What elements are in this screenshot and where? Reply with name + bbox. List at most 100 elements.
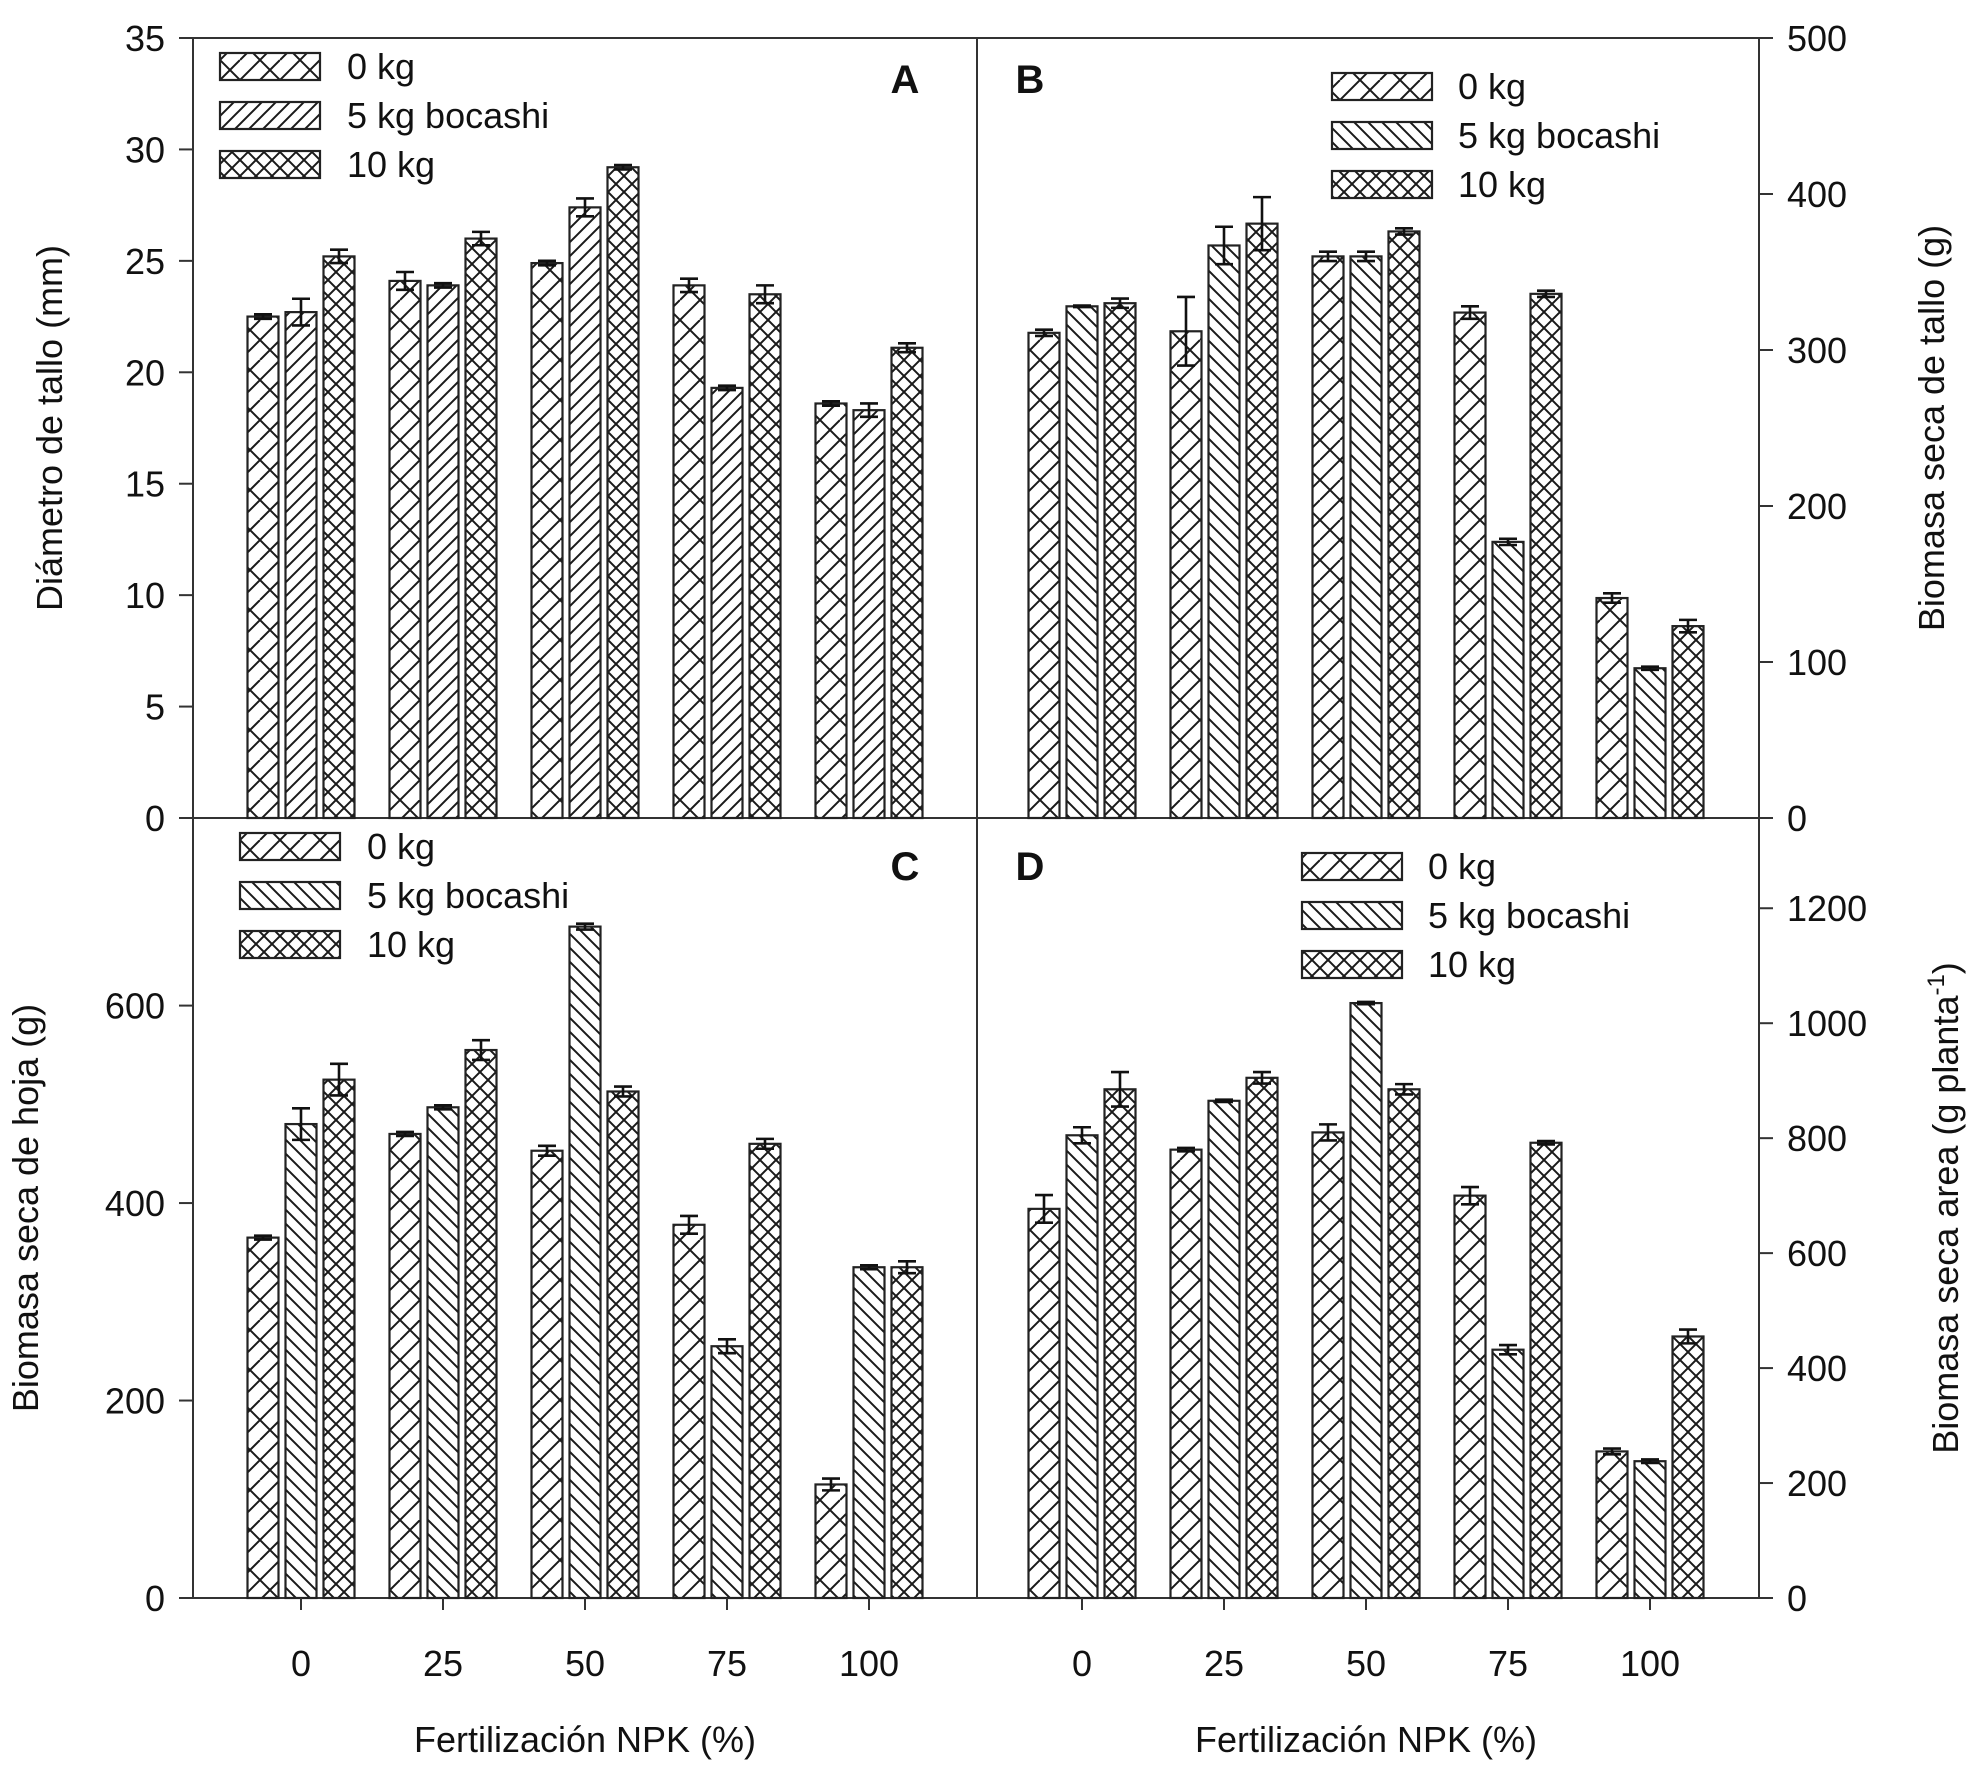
bar	[284, 1122, 318, 1600]
error-bar	[756, 1137, 774, 1151]
error-bar	[1253, 195, 1271, 252]
legend-label: 5 kg bocashi	[1428, 895, 1630, 936]
legend-label: 0 kg	[367, 826, 435, 867]
bar	[852, 1266, 886, 1600]
legend: 0 kg 5 kg bocashi 10 kg	[1300, 846, 1630, 985]
bar-group-25	[1169, 1070, 1279, 1600]
bar	[1387, 1088, 1421, 1600]
error-bar	[898, 342, 916, 354]
y-tick-label: 15	[125, 464, 165, 505]
bar	[814, 1483, 848, 1600]
bar	[1027, 1207, 1061, 1600]
bar-group-0	[246, 248, 356, 820]
legend-item: 0 kg	[1300, 846, 1496, 887]
bar	[748, 293, 782, 820]
panel-label: C	[891, 845, 920, 889]
legend-swatch	[238, 929, 342, 960]
x-tick-label: 75	[707, 1643, 747, 1684]
error-bar	[1111, 1070, 1129, 1108]
error-bar	[330, 248, 348, 265]
bar-group-50	[530, 163, 640, 820]
bar	[1245, 1076, 1279, 1600]
bar	[1491, 540, 1525, 820]
bar	[1529, 292, 1563, 820]
y-tick-label: 0	[1787, 1578, 1807, 1619]
bar	[710, 386, 744, 820]
error-bar	[472, 230, 490, 247]
bar	[530, 1149, 564, 1600]
y-tick-label: 200	[1787, 1463, 1847, 1504]
x-tick-label: 50	[565, 1643, 605, 1684]
legend-item: 5 kg bocashi	[218, 95, 549, 136]
error-bar	[822, 1477, 840, 1492]
legend-label: 10 kg	[367, 924, 455, 965]
x-axis-title-right: Fertilización NPK (%)	[1195, 1719, 1537, 1760]
y-tick-label: 0	[145, 798, 165, 839]
bar-group-50	[530, 922, 640, 1600]
legend-item: 10 kg	[1330, 164, 1546, 205]
error-bar	[1253, 1070, 1271, 1085]
error-bar	[1603, 592, 1621, 605]
error-bar	[1319, 250, 1337, 263]
error-bar	[1111, 297, 1129, 310]
error-bar	[576, 197, 594, 218]
error-bar	[396, 1130, 414, 1138]
bar	[1169, 1148, 1203, 1600]
bar	[814, 402, 848, 820]
y-tick-label: 600	[1787, 1233, 1847, 1274]
legend-label: 10 kg	[347, 144, 435, 185]
error-bar	[1073, 304, 1091, 309]
error-bar	[860, 402, 878, 419]
bar-group-100	[1595, 1328, 1705, 1600]
bar-group-75	[1453, 289, 1563, 820]
error-bar	[756, 284, 774, 305]
legend-swatch	[238, 880, 342, 911]
panel-b-y-axis-title: Biomasa seca de tallo (g)	[1911, 225, 1952, 631]
bar	[284, 311, 318, 820]
y-tick-label: 200	[1787, 486, 1847, 527]
bar	[1207, 244, 1241, 820]
legend-item: 5 kg bocashi	[1300, 895, 1630, 936]
error-bar	[1035, 1193, 1053, 1224]
legend-label: 0 kg	[347, 46, 415, 87]
error-bar	[898, 1260, 916, 1275]
legend-item: 10 kg	[1300, 944, 1516, 985]
x-tick-label: 75	[1488, 1643, 1528, 1684]
error-bar	[1319, 1123, 1337, 1142]
bar	[672, 1223, 706, 1600]
x-tick-label: 100	[839, 1643, 899, 1684]
legend-swatch	[1330, 120, 1434, 151]
bar	[1027, 331, 1061, 820]
legend-label: 5 kg bocashi	[367, 875, 569, 916]
bar-group-100	[814, 1260, 924, 1600]
bar-group-75	[672, 277, 782, 820]
panels: 0 5 10 15 20 25 30 35 A 0 kg 5 kg bocashi 10 kg 0 100…	[105, 18, 1867, 1684]
bar-group-100	[1595, 592, 1705, 820]
x-tick-label: 0	[291, 1643, 311, 1684]
bar	[1491, 1348, 1525, 1600]
bar	[1453, 1194, 1487, 1600]
y-tick-label: 35	[125, 18, 165, 59]
bar-group-0	[1027, 297, 1137, 820]
legend-swatch	[1300, 900, 1404, 931]
bar-group-50	[1311, 227, 1421, 820]
legend-item: 0 kg	[1330, 66, 1526, 107]
y-tick-label: 1200	[1787, 888, 1867, 929]
panel-d: 0 200 400 600 800 1000 1200 0 25 50 75 100 D 0 kg 5 kg…	[1016, 845, 1868, 1684]
bar	[1595, 1450, 1629, 1600]
bar	[464, 1048, 498, 1600]
error-bar	[1461, 1185, 1479, 1206]
y-tick-label: 25	[125, 241, 165, 282]
error-bar	[1641, 1458, 1659, 1465]
legend-item: 0 kg	[218, 46, 415, 87]
bar	[890, 1266, 924, 1600]
error-bar	[1679, 618, 1697, 634]
error-bar	[1537, 289, 1555, 299]
error-bar	[718, 384, 736, 392]
x-axis-title-left: Fertilización NPK (%)	[414, 1719, 756, 1760]
bar	[1103, 1088, 1137, 1600]
legend-swatch	[238, 831, 342, 862]
bar	[1453, 311, 1487, 820]
y-tick-label: 0	[145, 1578, 165, 1619]
